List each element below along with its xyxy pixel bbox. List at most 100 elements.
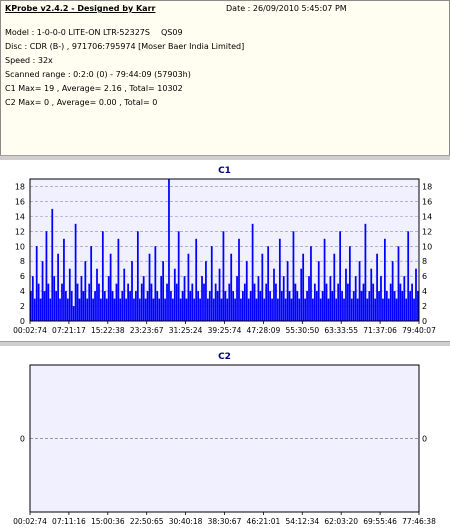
x-tick-label: 54:12:34 (285, 517, 319, 526)
x-tick-label: 30:40:18 (169, 517, 203, 526)
c1-bar (236, 276, 238, 321)
c1-bar (327, 298, 330, 321)
c1-bar (66, 298, 69, 321)
c1-bar (220, 298, 223, 321)
y-tick-label-left: 12 (15, 227, 25, 236)
c1-bar (284, 298, 287, 321)
c1-bar (166, 283, 168, 321)
x-tick-label: 15:00:36 (91, 517, 125, 526)
c1-bar (136, 231, 139, 321)
c1-bar (263, 298, 266, 321)
c1-bar (80, 276, 83, 321)
c1-bar (177, 231, 180, 321)
c1-bar (214, 283, 217, 321)
c1-bar (109, 253, 112, 321)
y-tick-label-right: 2 (422, 302, 427, 311)
c2-chart: C2 0 0 00:02:74 07:11:16 15:00:36 22:50:65 30:4… (13, 352, 436, 526)
c1-bar (275, 283, 277, 321)
c1-bar (47, 283, 50, 321)
c1-bar (113, 298, 116, 321)
y-tick-label-right: 6 (422, 272, 427, 281)
c1-bar (88, 283, 91, 321)
y-tick-label-left: 0 (20, 317, 25, 326)
c1-bar (298, 298, 301, 321)
y-tick-label-right: 10 (422, 242, 432, 251)
c1-bar (133, 298, 135, 321)
y-tick-label-right: 16 (422, 197, 432, 206)
c1-bar (78, 298, 81, 321)
c1-bar (37, 283, 40, 321)
c1-bar (43, 291, 46, 321)
c1-bar (360, 291, 363, 321)
c1-bar (358, 261, 361, 321)
scanned-range: Scanned range : 0:2:0 (0) - 79:44:09 (57… (5, 70, 191, 79)
c1-bar (362, 283, 365, 321)
c1-bar (343, 298, 345, 321)
c1-bar (242, 291, 244, 321)
c1-bar (35, 246, 38, 321)
c1-bar (96, 268, 98, 321)
y-tick-label-left: 18 (15, 182, 25, 191)
c1-bar (158, 298, 161, 321)
c1-bar (348, 246, 351, 321)
c1-bar (162, 261, 165, 321)
c1-bar (257, 276, 260, 321)
x-tick-label: 22:50:65 (130, 517, 164, 526)
c1-bar (389, 283, 392, 321)
x-tick-label: 62:03:20 (324, 517, 358, 526)
c1-bar (51, 208, 54, 321)
c1-bar (148, 253, 151, 321)
c1-bar (63, 238, 65, 321)
c1-bar (306, 291, 308, 321)
c1-bar (107, 276, 110, 321)
c1-bar (294, 283, 297, 321)
c1-bar (387, 298, 390, 321)
c1-bar (364, 223, 367, 321)
c1-bar (383, 238, 386, 321)
y-tick-label-left: 16 (15, 197, 25, 206)
c1-bar (273, 268, 275, 321)
c1-bar (100, 298, 102, 321)
c1-bar (160, 276, 163, 321)
c1-bar (329, 276, 332, 321)
c1-bar (119, 298, 122, 321)
c1-bar (68, 268, 71, 321)
c1-bar (304, 298, 306, 321)
x-tick-label: 15:22:38 (91, 326, 125, 335)
c1-bar (212, 298, 215, 321)
c1-bar (290, 298, 293, 321)
c1-bar (117, 238, 120, 321)
c1-bar (146, 291, 149, 321)
c1-bar (265, 283, 268, 321)
y-tick-label-right: 14 (422, 212, 432, 221)
c1-bar (255, 298, 258, 321)
y-tick-label-left: 0 (20, 435, 25, 444)
c1-bar (319, 298, 322, 321)
c1-bar (164, 298, 166, 321)
c1-bar (354, 276, 357, 321)
c1-bar (82, 291, 85, 321)
c2-chart-panel: C2 0 0 00:02:74 07:11:16 15:00:36 22:50:65 30:4… (0, 346, 450, 529)
c1-bar (33, 298, 36, 321)
c1-bar (335, 298, 338, 321)
x-tick-label: 23:23:67 (130, 326, 164, 335)
c1-bar (70, 291, 73, 321)
c1-bar (300, 268, 303, 321)
c1-bar (417, 291, 419, 321)
c1-bar (138, 298, 141, 321)
c1-bar (226, 298, 229, 321)
c1-chart-panel: C1 0 0 2 2 4 4 6 6 8 8 10 10 12 12 14 14 16 16 18 18 00:02:74… (0, 160, 450, 340)
c1-bar (403, 276, 406, 321)
c1-bar (173, 268, 176, 321)
c1-bar (401, 291, 404, 321)
c1-bar (315, 291, 318, 321)
c1-bar (94, 291, 96, 321)
c1-bar (352, 291, 355, 321)
c1-bar (288, 291, 291, 321)
c1-bar (374, 298, 377, 321)
c1-bar (366, 298, 369, 321)
c1-bar (280, 291, 283, 321)
x-tick-label: 00:02:74 (13, 326, 47, 335)
c1-bar (59, 298, 61, 321)
c1-bar (317, 261, 320, 321)
